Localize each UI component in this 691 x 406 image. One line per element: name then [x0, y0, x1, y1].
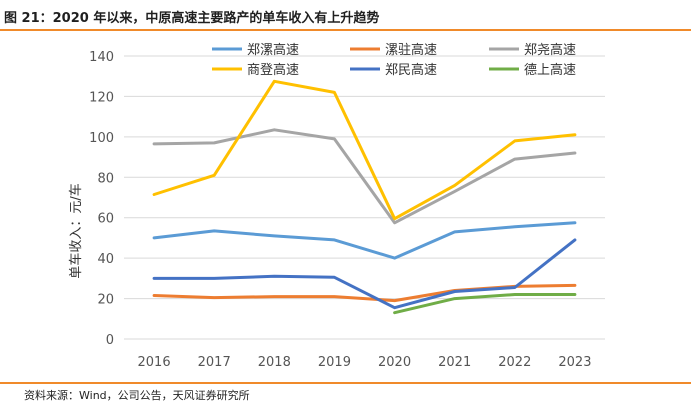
- x-tick-label: 2017: [198, 355, 231, 370]
- series-line: [152, 238, 577, 310]
- series-line: [152, 128, 577, 225]
- x-tick-label: 2023: [558, 355, 591, 370]
- bottom-rule: [0, 382, 691, 384]
- y-tick-label: 140: [89, 50, 114, 65]
- legend-label: 郑漯高速: [247, 42, 299, 58]
- y-tick-label: 80: [97, 171, 114, 186]
- legend-label: 郑尧高速: [524, 42, 576, 58]
- x-tick-label: 2019: [318, 355, 351, 370]
- y-axis-ticks: 0 20 40 60 80 100 120 140: [89, 50, 114, 348]
- series-line: [152, 79, 577, 221]
- y-tick-label: 20: [97, 293, 114, 308]
- x-tick-label: 2016: [138, 355, 171, 370]
- x-tick-label: 2018: [258, 355, 291, 370]
- series-line: [393, 293, 577, 315]
- legend-label: 德上高速: [524, 62, 576, 78]
- legend-label: 商登高速: [247, 62, 299, 78]
- y-tick-label: 120: [89, 90, 114, 105]
- source-note: 资料来源：Wind，公司公告，天风证券研究所: [24, 389, 250, 402]
- series-line: [152, 221, 577, 260]
- legend-label: 漯驻高速: [385, 42, 437, 58]
- y-tick-label: 100: [89, 131, 114, 146]
- y-axis-label: 单车收入：元/车: [68, 183, 84, 278]
- series-lines: [152, 79, 577, 315]
- y-tick-label: 40: [97, 252, 114, 267]
- legend-label: 郑民高速: [385, 62, 437, 78]
- y-tick-label: 60: [97, 212, 114, 227]
- x-axis-ticks: 2016 2017 2018 2019 2020 2021 2022 2023: [138, 355, 592, 370]
- top-rule: [0, 29, 691, 31]
- x-tick-label: 2020: [378, 355, 411, 370]
- y-tick-label: 0: [106, 333, 114, 348]
- x-tick-label: 2021: [438, 355, 471, 370]
- x-tick-label: 2022: [498, 355, 531, 370]
- figure-title: 图 21：2020 年以来，中原高速主要路产的单车收入有上升趋势: [4, 11, 380, 26]
